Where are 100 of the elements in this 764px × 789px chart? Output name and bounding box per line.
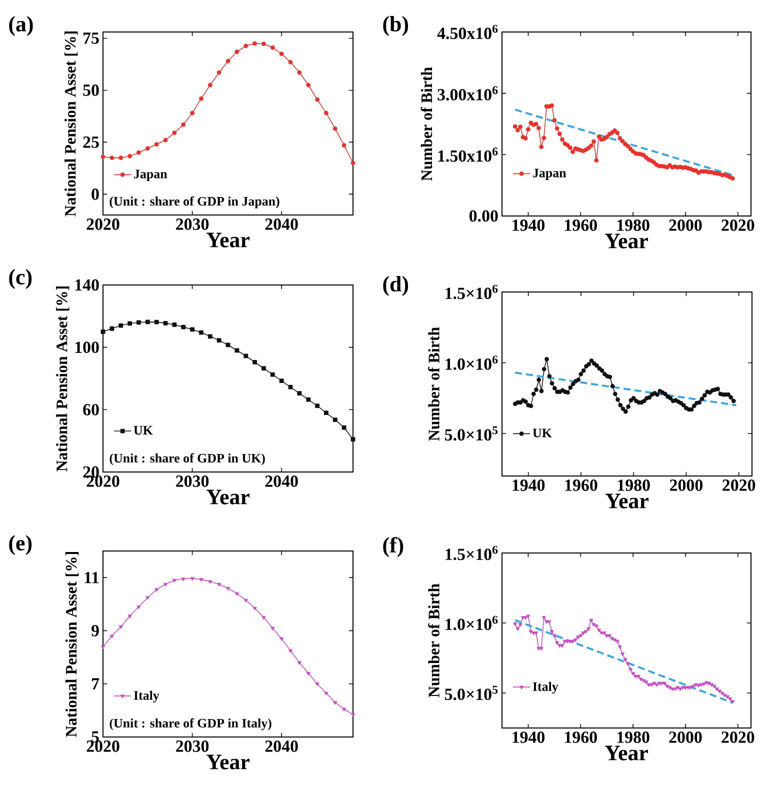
point xyxy=(306,672,310,676)
x-tick-label: 2000 xyxy=(670,480,703,491)
y-tick-label: 100 xyxy=(75,342,99,354)
point xyxy=(136,606,141,609)
point xyxy=(190,110,194,116)
point xyxy=(244,598,248,602)
point xyxy=(270,45,275,50)
point xyxy=(100,154,106,159)
y-tick-label: 140 xyxy=(75,279,99,291)
point xyxy=(163,138,168,142)
y-tick-label: 9 xyxy=(91,625,99,636)
point xyxy=(315,404,320,408)
point xyxy=(136,150,141,155)
point xyxy=(244,44,248,48)
point xyxy=(234,348,240,353)
chart-title: (b) xyxy=(383,16,408,36)
point xyxy=(199,96,204,101)
y-tick-label: 4.50x10$^{6}$ xyxy=(437,24,498,40)
y-tick-label: 1.0×10$^{6}$ xyxy=(446,616,498,630)
point xyxy=(199,330,204,335)
x-tick-label: 2020 xyxy=(722,220,754,231)
x-axis-title: Year xyxy=(206,232,250,248)
point xyxy=(332,418,338,422)
y-tick-label: 60 xyxy=(83,404,99,416)
y-axis-title: Number of Birth xyxy=(420,67,432,181)
x-tick-label: 2030 xyxy=(176,740,209,752)
point xyxy=(252,41,257,46)
x-tick-label: 2030 xyxy=(176,218,209,230)
y-axis-title: Number of Birth xyxy=(428,327,440,441)
point xyxy=(199,578,204,582)
y-tick-label: 50 xyxy=(83,84,99,96)
x-tick-label: 1960 xyxy=(565,220,597,231)
x-tick-label: 1980 xyxy=(617,220,650,231)
point xyxy=(252,606,257,610)
annotation: (Unit : share of GDP in Italy) xyxy=(110,718,272,730)
point xyxy=(342,708,346,712)
point xyxy=(226,58,230,64)
x-tick-label: 2040 xyxy=(265,476,298,487)
point xyxy=(190,577,194,581)
point xyxy=(350,437,356,442)
point xyxy=(163,320,168,326)
point xyxy=(234,592,239,596)
x-tick-label: 1940 xyxy=(512,732,545,743)
x-tick-label: 1980 xyxy=(617,732,650,743)
point xyxy=(216,338,222,343)
point xyxy=(324,110,328,116)
point xyxy=(110,634,114,638)
point xyxy=(279,52,284,56)
y-tick-label: 7 xyxy=(92,678,100,690)
y-tick-label: 5.0×10$^{5}$ xyxy=(444,686,498,700)
point xyxy=(297,661,302,665)
point xyxy=(226,586,230,590)
point xyxy=(297,70,302,75)
point xyxy=(110,326,114,331)
point xyxy=(190,327,194,332)
point xyxy=(110,156,114,160)
point xyxy=(270,626,275,630)
y-tick-label: 0.00 xyxy=(469,210,498,222)
point xyxy=(154,142,159,146)
point xyxy=(128,154,132,158)
annotation: (Unit : share of GDP in UK) xyxy=(110,453,265,466)
point xyxy=(315,682,320,686)
point xyxy=(297,391,302,396)
x-tick-label: 1980 xyxy=(618,480,650,491)
point xyxy=(234,50,240,54)
point xyxy=(262,366,266,371)
annotation: (Unit : share of GDP in Japan) xyxy=(110,196,280,208)
point xyxy=(280,637,284,641)
legend-label: Italy xyxy=(532,682,558,694)
point xyxy=(333,701,338,705)
point xyxy=(288,649,292,653)
x-tick-label: 1940 xyxy=(512,480,545,491)
legend-label: UK xyxy=(134,426,153,435)
x-tick-label: 2020 xyxy=(86,740,120,752)
point xyxy=(351,713,355,717)
point xyxy=(270,372,275,377)
point xyxy=(332,126,338,131)
y-tick-label: 1.5×10$^{6}$ xyxy=(446,546,498,560)
point xyxy=(136,320,141,325)
point xyxy=(172,322,177,327)
point xyxy=(306,82,311,88)
y-tick-label: 0 xyxy=(92,188,99,200)
chart-title: (c) xyxy=(9,269,32,289)
point xyxy=(146,596,150,600)
point xyxy=(208,580,212,584)
point xyxy=(172,130,177,136)
legend-label: Japan xyxy=(134,170,168,181)
x-tick-label: 2020 xyxy=(722,480,756,491)
point xyxy=(342,425,346,430)
chart-title: (e) xyxy=(9,535,32,555)
y-tick-label: 25 xyxy=(83,136,99,148)
x-tick-label: 2020 xyxy=(86,476,120,487)
point xyxy=(244,354,248,358)
x-axis-title: Year xyxy=(605,494,648,508)
y-tick-label: 11 xyxy=(84,572,99,584)
point xyxy=(279,378,284,384)
point xyxy=(101,645,105,649)
y-axis-title: National Pension Asset [%] xyxy=(65,552,79,737)
point xyxy=(288,384,293,390)
chart-title: (a) xyxy=(9,16,33,36)
